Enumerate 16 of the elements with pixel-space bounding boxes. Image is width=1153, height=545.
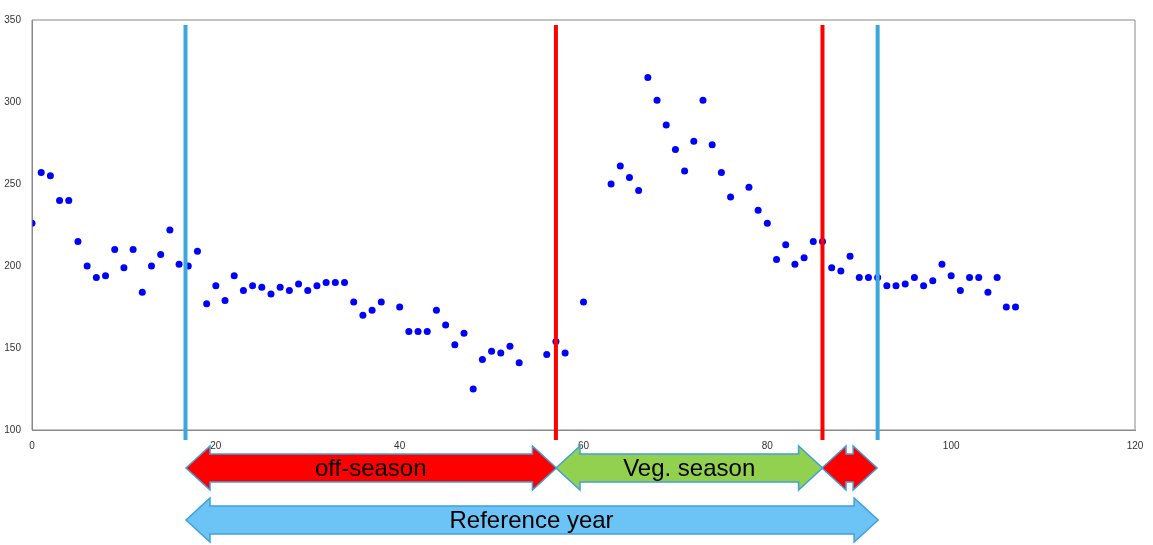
y-tick-label: 250: [4, 177, 22, 189]
x-tick-label: 80: [761, 439, 774, 451]
text: Veg. season: [622, 454, 757, 482]
x-tick-label: 60: [577, 439, 590, 451]
y-tick-label: 300: [4, 95, 22, 107]
text: off-season: [313, 454, 428, 482]
x-tick-label: 0: [29, 439, 36, 451]
x-tick-label: 120: [1126, 439, 1144, 451]
y-tick-label: 200: [4, 259, 22, 271]
x-tick-label: 20: [210, 439, 222, 451]
x-tick-label: 100: [942, 439, 960, 451]
x-tick-label: 40: [394, 439, 406, 451]
y-tick-label: 100: [4, 423, 22, 435]
text: Reference year: [448, 506, 615, 534]
y-tick-label: 150: [4, 341, 22, 353]
y-tick-label: 350: [4, 13, 22, 25]
